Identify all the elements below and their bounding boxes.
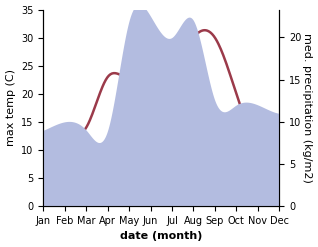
Y-axis label: med. precipitation (kg/m2): med. precipitation (kg/m2) [302,33,313,183]
Y-axis label: max temp (C): max temp (C) [5,69,16,146]
X-axis label: date (month): date (month) [120,231,203,242]
